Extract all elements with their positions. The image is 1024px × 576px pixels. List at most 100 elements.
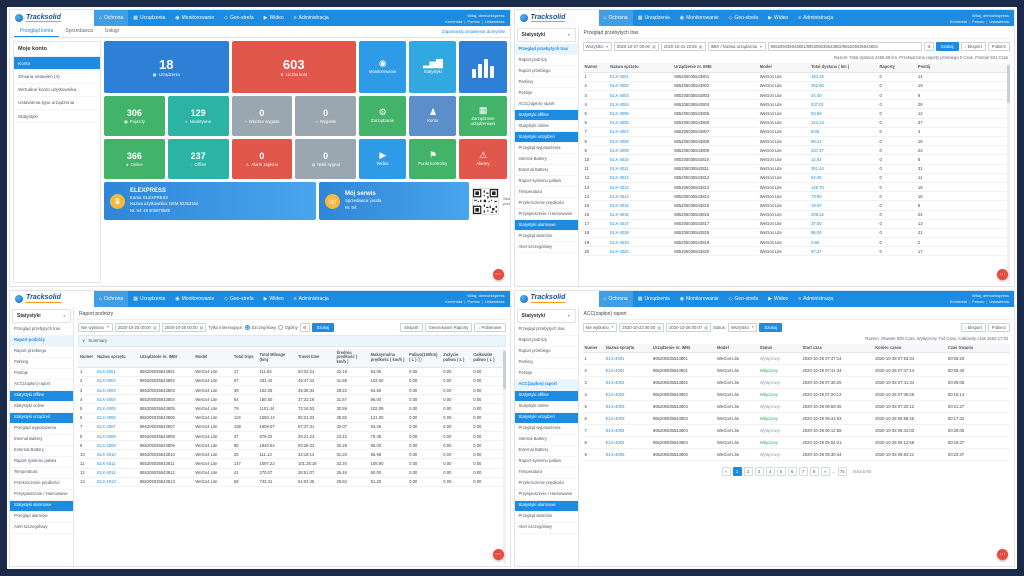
cell[interactable]: ELX-4006: [608, 118, 673, 128]
stats-sidebar-item[interactable]: Statystyki alarmowe: [514, 500, 578, 512]
stats-sidebar-item[interactable]: Temperatura: [514, 468, 578, 479]
stat-tile[interactable]: 0 ⚠ Alarm zapłonu: [231, 139, 293, 179]
settings-button[interactable]: ⚙: [299, 322, 310, 332]
cell[interactable]: ELX-4010: [608, 154, 673, 165]
cell[interactable]: ELX-4001: [95, 367, 138, 377]
stats-sidebar-item[interactable]: Raport podróży: [514, 55, 578, 67]
summary-section-header[interactable]: ∨ Summary: [78, 334, 506, 347]
radio-general[interactable]: Ogólny: [278, 324, 298, 330]
cell[interactable]: ELX-4001: [608, 72, 673, 82]
cell[interactable]: ELX-4008: [608, 136, 673, 147]
cell[interactable]: 537.01: [809, 99, 878, 110]
user-link[interactable]: Ustawienia: [984, 19, 1009, 24]
support-chat-button[interactable]: ⋯: [997, 268, 1008, 280]
stats-sidebar-item[interactable]: ACC(zapłon) raport: [514, 99, 578, 111]
support-chat-button[interactable]: ⋯: [997, 549, 1008, 560]
nav-ochrona[interactable]: ⌂ Ochrona: [598, 10, 633, 26]
stats-sidebar-item[interactable]: Przyspieszenie / Hamowanie: [10, 490, 73, 501]
page-button[interactable]: 6: [787, 467, 797, 477]
date-to-input[interactable]: 2020-10-28 00:00 ▦: [161, 322, 207, 332]
user-link[interactable]: Komenda: [949, 18, 967, 24]
cell[interactable]: 54.35: [809, 173, 878, 183]
cell[interactable]: 73.90: [809, 191, 878, 202]
cell[interactable]: ELX-4007: [608, 127, 673, 138]
cell[interactable]: ELX-4012: [608, 173, 673, 183]
vertical-scrollbar[interactable]: [1007, 63, 1010, 284]
cell[interactable]: ELX-4007: [95, 422, 138, 432]
nav-wideo[interactable]: ▶ Wideo: [259, 291, 289, 307]
cell[interactable]: ELX-4003: [608, 90, 673, 101]
stats-sidebar-item[interactable]: Przegląd przebytych tras: [514, 325, 578, 336]
download-button[interactable]: ↓ Pobieranie: [474, 322, 506, 332]
cell[interactable]: 88.21: [809, 136, 878, 147]
stats-sidebar-item[interactable]: Przyspieszenie / Hamowanie: [514, 490, 578, 501]
stats-sidebar-item[interactable]: Przegląd alarmów: [10, 512, 73, 523]
device-select[interactable]: Nie wybrano ▼: [582, 322, 618, 332]
support-chat-button[interactable]: ⋯: [492, 549, 504, 560]
cell[interactable]: ELX-4012: [95, 468, 138, 478]
cell[interactable]: ELX-4002: [95, 376, 138, 386]
cell[interactable]: ELX-4003: [603, 400, 651, 414]
logo[interactable]: Tracksolid: [514, 10, 599, 26]
stats-sidebar-item[interactable]: Statystyki offline: [514, 390, 578, 402]
search-button[interactable]: Szukaj: [935, 42, 959, 51]
export-button[interactable]: Eksport: [400, 322, 423, 332]
cell[interactable]: 302.60: [809, 81, 878, 92]
cell[interactable]: ELX-4019: [608, 237, 673, 248]
cell[interactable]: 0.86: [809, 237, 878, 248]
cell[interactable]: ELX-4009: [608, 145, 673, 156]
stats-sidebar-item[interactable]: Przegląd wyposażenia: [514, 424, 578, 435]
stats-sidebar-item[interactable]: External Battery: [514, 446, 578, 457]
user-link[interactable]: Pomoc: [967, 19, 984, 24]
group-select[interactable]: Wszystko ▼: [582, 42, 612, 51]
stats-sidebar-item[interactable]: Parking: [514, 358, 578, 369]
cell[interactable]: ELX-4005: [608, 108, 673, 119]
cell[interactable]: ELX-4009: [95, 440, 138, 451]
cell[interactable]: ELX-4016: [608, 210, 673, 220]
stats-sidebar-select[interactable]: Statystyki ▼: [516, 308, 576, 323]
user-link[interactable]: Pomoc: [462, 19, 479, 24]
support-chat-button[interactable]: ⋯: [492, 268, 504, 280]
stats-sidebar-item[interactable]: Raport systemu paliwa: [514, 176, 578, 188]
search-button[interactable]: Szukaj: [759, 322, 782, 332]
user-link[interactable]: Pomoc: [967, 299, 984, 304]
stats-sidebar-item[interactable]: Przegląd wyposażenia: [514, 143, 578, 155]
user-link[interactable]: Pomoc: [462, 299, 479, 304]
add-device-button[interactable]: ⊕: [924, 42, 934, 51]
nav-monitorowanie[interactable]: ◉ Monitorowanie: [675, 291, 724, 307]
user-link[interactable]: Ustawienia: [480, 19, 505, 24]
stats-sidebar-item[interactable]: Temperatura: [514, 187, 578, 199]
search-type-select[interactable]: IMEI / Nazwa urządzenia ▼: [707, 42, 766, 51]
app-alarmy[interactable]: ⚠ Alarmy: [459, 139, 507, 179]
user-link[interactable]: Komenda: [445, 299, 463, 304]
search-button[interactable]: Szukaj: [311, 322, 335, 332]
stats-sidebar-item[interactable]: Alert szczegółowy: [10, 523, 73, 534]
cell[interactable]: 208.12: [809, 210, 878, 220]
cell[interactable]: 63.58: [809, 108, 878, 119]
nav-monitorowanie[interactable]: ◉ Monitorowanie: [675, 10, 724, 26]
nav-wideo[interactable]: ▶ Wideo: [763, 10, 793, 26]
page-button[interactable]: 5: [776, 467, 786, 477]
app-zarzadzanie[interactable]: ⚙ Zarządzanie: [359, 96, 407, 136]
cell[interactable]: ELX-4001: [603, 352, 651, 366]
cell[interactable]: 19.67: [809, 200, 878, 211]
user-link[interactable]: Komenda: [445, 18, 463, 24]
stats-sidebar-item[interactable]: Statystyki urządzeń: [514, 132, 578, 144]
cell[interactable]: ELX-4002: [608, 81, 673, 92]
nav-administracja[interactable]: ≡ Administracja: [793, 291, 838, 307]
prev-page-button[interactable]: «: [721, 467, 731, 477]
user-link[interactable]: Ustawienia: [984, 299, 1009, 304]
cell[interactable]: ELX-4010: [95, 449, 138, 460]
stats-sidebar-item[interactable]: Statystyki online: [514, 402, 578, 413]
sidebar-item[interactable]: Statystyki: [14, 110, 100, 124]
cell[interactable]: ELX-4014: [608, 191, 673, 202]
nav-ochrona[interactable]: ⌂ Ochrona: [94, 10, 129, 26]
account-tab[interactable]: Sprzedawca: [65, 28, 93, 34]
stats-sidebar-item[interactable]: Postoje: [514, 88, 578, 100]
nav-geo-strefa[interactable]: ◇ Geo-strefa: [219, 10, 258, 26]
stats-sidebar-item[interactable]: Statystyki offline: [514, 110, 578, 122]
next-page-button[interactable]: »: [820, 467, 830, 477]
user-link[interactable]: Ustawienia: [480, 299, 505, 304]
date-to-input[interactable]: 2020-10-31 23:59 ▦: [660, 42, 706, 51]
stat-tile[interactable]: 0 ◔ Wkrótce wygasa: [231, 96, 293, 136]
